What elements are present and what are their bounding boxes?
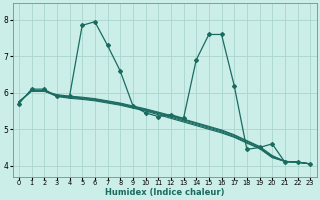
X-axis label: Humidex (Indice chaleur): Humidex (Indice chaleur): [105, 188, 224, 197]
